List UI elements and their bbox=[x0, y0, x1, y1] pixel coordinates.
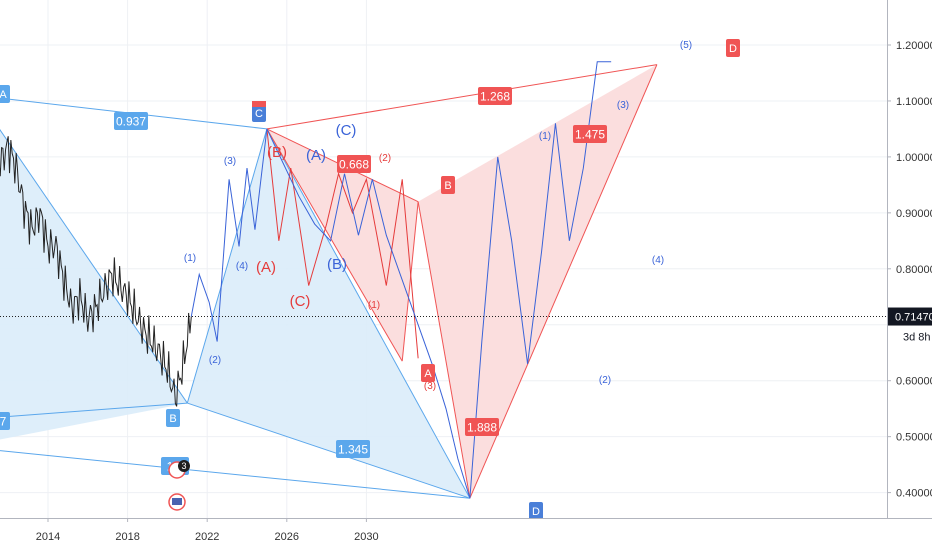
blue-wave-b: (B) bbox=[327, 256, 347, 273]
time-tick-label: 2022 bbox=[195, 531, 219, 543]
price-tick-label: 0.50000 bbox=[896, 432, 932, 444]
ratio-blue-xb: 0.937 bbox=[116, 114, 146, 128]
price-tick-label: 0.80000 bbox=[896, 264, 932, 276]
price-line bbox=[0, 136, 192, 407]
price-tick-label: 0.60000 bbox=[896, 376, 932, 388]
price-tick-label: 0.90000 bbox=[896, 208, 932, 220]
time-tick-label: 2030 bbox=[354, 531, 378, 543]
ratio-red-cd: 1.475 bbox=[575, 127, 605, 141]
ratio-red-cd-bg bbox=[573, 125, 607, 143]
red-wave-a: (A) bbox=[256, 259, 276, 276]
flag-event-icon-field bbox=[172, 498, 182, 505]
price-axis-background bbox=[887, 0, 932, 550]
price-tick-label: 1.10000 bbox=[896, 96, 932, 108]
late-wave-5: (5) bbox=[680, 40, 692, 51]
time-tick-label: 2014 bbox=[36, 531, 60, 543]
late-wave-2: (2) bbox=[599, 375, 611, 386]
blue-wave-a: (A) bbox=[306, 147, 326, 164]
ratio-blue-bd-bg bbox=[336, 440, 370, 458]
blue-point-d-label: D bbox=[532, 506, 540, 518]
blue-xd-line bbox=[0, 450, 470, 499]
blue-bd-line bbox=[187, 402, 471, 499]
ratio-left-partial-bg bbox=[0, 412, 10, 430]
blue-cd-line bbox=[266, 128, 471, 499]
ratio-red-ac-bg bbox=[337, 155, 371, 173]
red-pattern-fill-left bbox=[266, 128, 419, 362]
blue-xb-line bbox=[0, 402, 188, 418]
red-point-a-label-bg bbox=[421, 364, 435, 382]
current-price-label: 0.71470 bbox=[895, 312, 932, 324]
blue-point-c-label-bg bbox=[252, 104, 266, 122]
wave-lines bbox=[190, 61, 612, 499]
price-tick-label: 1.00000 bbox=[896, 152, 932, 164]
red-wave-1: (1) bbox=[368, 300, 380, 311]
late-wave-4: (4) bbox=[652, 255, 664, 266]
blue-point-a-label: A bbox=[0, 89, 7, 101]
price-series bbox=[0, 136, 192, 407]
pattern-lines bbox=[0, 64, 658, 499]
red-point-a-label: A bbox=[424, 368, 432, 380]
blue-wave-3: (3) bbox=[224, 156, 236, 167]
current-price-tag bbox=[888, 307, 932, 326]
blue-point-d-label-bg bbox=[529, 502, 543, 520]
blue-pattern-fill-right bbox=[187, 128, 470, 499]
ratio-red-bd: 1.888 bbox=[467, 420, 497, 434]
time-axis-background bbox=[0, 518, 932, 550]
red-point-b-label: B bbox=[444, 180, 451, 192]
red-point-d-label-bg bbox=[726, 39, 740, 57]
red-wave-b: (B) bbox=[267, 144, 287, 161]
countdown-tag bbox=[899, 327, 932, 345]
red-ab-line bbox=[401, 201, 419, 362]
blue-bc-line bbox=[186, 128, 268, 404]
red-xa-line bbox=[266, 128, 403, 362]
event-count-label: 3 bbox=[181, 461, 186, 471]
blue-point-c-label: C bbox=[255, 108, 263, 120]
time-tick-label: 2026 bbox=[275, 531, 299, 543]
red-wave-c: (C) bbox=[290, 293, 311, 310]
price-tick-label: 1.20000 bbox=[896, 40, 932, 52]
late-wave-3: (3) bbox=[617, 100, 629, 111]
price-tick-label: 0.40000 bbox=[896, 488, 932, 500]
time-tick-label: 2018 bbox=[115, 531, 139, 543]
ratio-red-ac: 0.668 bbox=[339, 157, 369, 171]
red-wave-3: (3) bbox=[424, 381, 436, 392]
ratio-blue-bd: 1.345 bbox=[338, 442, 368, 456]
red-cd-line bbox=[469, 64, 658, 499]
blue-point-b-label: B bbox=[169, 413, 176, 425]
red-bc-line bbox=[417, 201, 471, 499]
late-wave-1: (1) bbox=[539, 131, 551, 142]
blue-wave-4: (4) bbox=[236, 261, 248, 272]
red-point-c-marker bbox=[252, 101, 266, 107]
red-point-b-label-bg bbox=[441, 176, 455, 194]
blue-wave-2: (2) bbox=[209, 355, 221, 366]
blue-wave-c: (C) bbox=[336, 122, 357, 139]
red-xd-line bbox=[266, 64, 658, 130]
red-point-d-label: D bbox=[729, 43, 737, 55]
blue-impulse-wave-line bbox=[190, 128, 268, 342]
blue-point-a-label-bg bbox=[0, 85, 10, 103]
countdown-label: 3d 8h bbox=[903, 332, 931, 344]
ratio-blue-xb-bg bbox=[114, 112, 148, 130]
blue-projection-wave-line bbox=[266, 61, 612, 499]
ratio-red-ad-bg bbox=[478, 87, 512, 105]
chart-labels: ABCDABD0.9371.3451.170.6681.8881.2681.47… bbox=[0, 39, 740, 520]
blue-point-b-label-bg bbox=[166, 409, 180, 427]
ratio-red-ad: 1.268 bbox=[480, 89, 510, 103]
pattern-fills bbox=[0, 64, 657, 499]
ratio-red-bd-bg bbox=[465, 418, 499, 436]
red-wave-2: (2) bbox=[379, 153, 391, 164]
blue-pattern-fill-left bbox=[0, 129, 188, 440]
ratio-left-partial: 7 bbox=[0, 414, 7, 428]
event-count-badge bbox=[178, 460, 190, 472]
blue-wave-1: (1) bbox=[184, 253, 196, 264]
